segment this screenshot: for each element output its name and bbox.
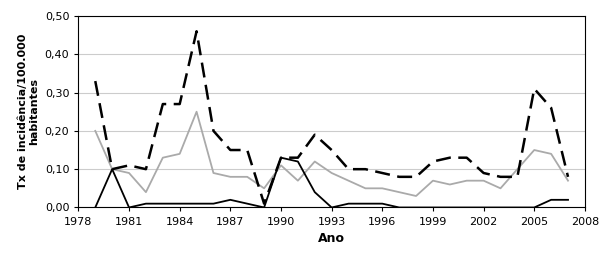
ESP bbox=[92, 129, 99, 132]
ESP bbox=[345, 179, 352, 182]
ESP bbox=[514, 168, 521, 171]
Leste bbox=[227, 148, 234, 152]
Line: Oeste: Oeste bbox=[95, 158, 568, 207]
ESP bbox=[531, 148, 538, 152]
ESP bbox=[497, 187, 504, 190]
Oeste bbox=[396, 206, 403, 209]
Leste bbox=[311, 133, 318, 136]
Leste bbox=[92, 80, 99, 83]
ESP bbox=[328, 171, 335, 174]
Leste bbox=[142, 168, 150, 171]
Oeste bbox=[210, 202, 217, 205]
Leste bbox=[463, 156, 470, 159]
Leste bbox=[260, 202, 268, 205]
ESP bbox=[463, 179, 470, 182]
ESP bbox=[176, 152, 183, 155]
Leste bbox=[548, 106, 555, 110]
Line: ESP: ESP bbox=[95, 112, 568, 196]
Leste bbox=[362, 168, 369, 171]
Oeste bbox=[311, 190, 318, 194]
Oeste bbox=[109, 168, 116, 171]
Leste bbox=[429, 160, 437, 163]
Leste bbox=[159, 102, 166, 106]
Leste bbox=[210, 129, 217, 132]
Leste bbox=[244, 148, 251, 152]
Oeste bbox=[142, 202, 150, 205]
ESP bbox=[412, 194, 420, 198]
Oeste bbox=[497, 206, 504, 209]
Leste bbox=[531, 87, 538, 90]
Oeste bbox=[429, 206, 437, 209]
ESP bbox=[277, 164, 285, 167]
Oeste bbox=[92, 206, 99, 209]
ESP bbox=[446, 183, 453, 186]
ESP bbox=[109, 168, 116, 171]
ESP bbox=[125, 171, 133, 174]
ESP bbox=[396, 190, 403, 194]
Leste bbox=[396, 175, 403, 178]
Oeste bbox=[531, 206, 538, 209]
ESP bbox=[193, 110, 200, 113]
Oeste bbox=[446, 206, 453, 209]
Leste bbox=[446, 156, 453, 159]
Oeste bbox=[345, 202, 352, 205]
ESP bbox=[564, 179, 572, 182]
Oeste bbox=[514, 206, 521, 209]
Leste bbox=[345, 168, 352, 171]
Leste bbox=[328, 148, 335, 152]
ESP bbox=[429, 179, 437, 182]
Oeste bbox=[328, 206, 335, 209]
Leste bbox=[176, 102, 183, 106]
ESP bbox=[379, 187, 386, 190]
ESP bbox=[142, 190, 150, 194]
Oeste bbox=[564, 198, 572, 201]
Oeste bbox=[125, 206, 133, 209]
ESP bbox=[210, 171, 217, 174]
Line: Leste: Leste bbox=[95, 31, 568, 204]
ESP bbox=[294, 179, 302, 182]
Oeste bbox=[159, 202, 166, 205]
ESP bbox=[227, 175, 234, 178]
Leste bbox=[125, 164, 133, 167]
Leste bbox=[412, 175, 420, 178]
Oeste bbox=[227, 198, 234, 201]
Leste bbox=[480, 171, 487, 174]
Leste bbox=[379, 171, 386, 174]
Leste bbox=[564, 175, 572, 178]
Oeste bbox=[463, 206, 470, 209]
Oeste bbox=[480, 206, 487, 209]
Leste bbox=[109, 168, 116, 171]
Oeste bbox=[412, 206, 420, 209]
Leste bbox=[277, 156, 285, 159]
ESP bbox=[480, 179, 487, 182]
ESP bbox=[260, 187, 268, 190]
Y-axis label: Tx de incidência/100.000
habitantes: Tx de incidência/100.000 habitantes bbox=[17, 34, 39, 189]
Leste bbox=[294, 156, 302, 159]
Leste bbox=[514, 175, 521, 178]
ESP bbox=[244, 175, 251, 178]
Oeste bbox=[193, 202, 200, 205]
Oeste bbox=[260, 206, 268, 209]
Oeste bbox=[362, 202, 369, 205]
ESP bbox=[548, 152, 555, 155]
Oeste bbox=[277, 156, 285, 159]
ESP bbox=[311, 160, 318, 163]
Leste bbox=[497, 175, 504, 178]
Leste bbox=[193, 30, 200, 33]
Oeste bbox=[548, 198, 555, 201]
ESP bbox=[362, 187, 369, 190]
Oeste bbox=[176, 202, 183, 205]
Oeste bbox=[379, 202, 386, 205]
ESP bbox=[159, 156, 166, 159]
X-axis label: Ano: Ano bbox=[318, 232, 345, 245]
Oeste bbox=[294, 160, 302, 163]
Oeste bbox=[244, 202, 251, 205]
